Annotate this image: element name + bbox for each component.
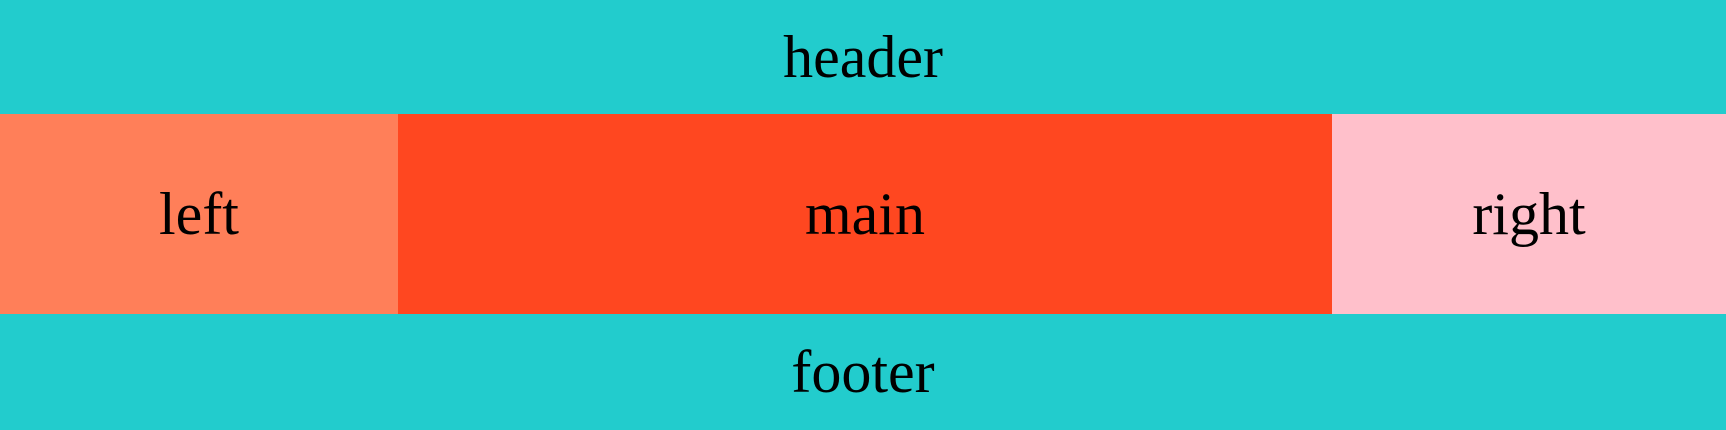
right-column: right	[1332, 114, 1726, 314]
left-label: left	[159, 181, 239, 247]
footer-label: footer	[791, 339, 935, 405]
left-column: left	[0, 114, 398, 314]
footer-region: footer	[0, 314, 1726, 430]
header-label: header	[783, 24, 943, 90]
header-region: header	[0, 0, 1726, 114]
right-label: right	[1472, 181, 1586, 247]
main-label: main	[805, 181, 925, 247]
middle-row: left main right	[0, 114, 1726, 314]
main-column: main	[398, 114, 1332, 314]
